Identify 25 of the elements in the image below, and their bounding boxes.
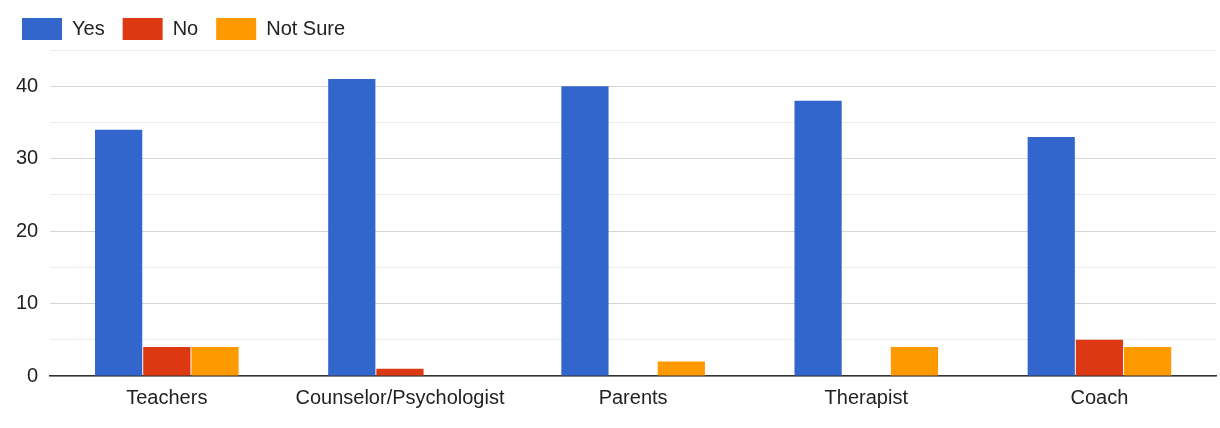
x-tick-label: Coach [1070, 385, 1129, 408]
bar [376, 368, 424, 376]
x-tick-label: Therapist [824, 385, 909, 408]
bar [794, 100, 842, 376]
y-tick-label: 20 [16, 218, 39, 241]
legend-label: No [172, 16, 199, 39]
y-tick-label: 40 [16, 73, 39, 96]
bar [561, 86, 609, 376]
bar [1027, 136, 1075, 376]
x-tick-label: Parents [598, 385, 668, 408]
y-tick-label: 10 [16, 291, 39, 314]
bar [328, 78, 376, 376]
bar [657, 361, 705, 376]
legend-label: Yes [72, 16, 105, 39]
bar [1124, 347, 1172, 376]
y-tick-label: 0 [27, 363, 39, 386]
y-tick-label: 30 [16, 146, 39, 169]
bar [890, 347, 939, 376]
x-tick-label: Counselor/Psychologist [295, 385, 505, 408]
bar [1075, 339, 1124, 376]
bar [143, 347, 191, 376]
bar [191, 347, 239, 376]
x-tick-label: Teachers [126, 385, 208, 408]
legend-label: Not Sure [266, 16, 346, 39]
bar [95, 129, 143, 376]
